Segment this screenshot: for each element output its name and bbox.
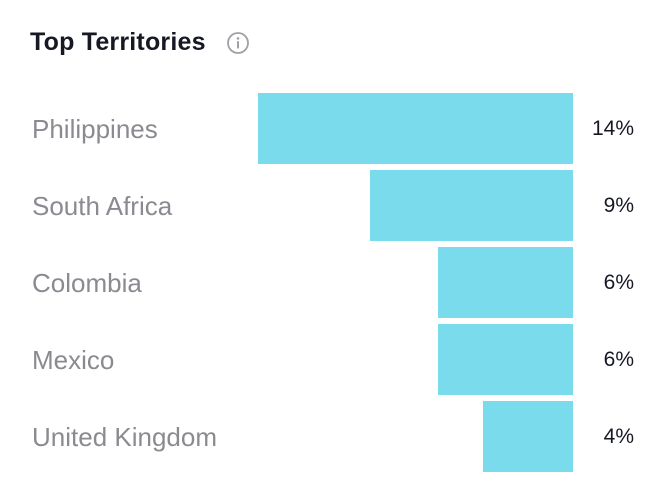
- category-label: Colombia: [32, 268, 142, 298]
- bar-row: Mexico 6%: [0, 324, 664, 396]
- info-circle-icon-graphic: [226, 32, 249, 54]
- bar-row: Colombia 6%: [0, 247, 664, 319]
- value-label: 4%: [603, 425, 634, 448]
- card-title: Top Territories: [30, 27, 206, 56]
- card-header: Top Territories: [30, 24, 250, 60]
- bar-row: United Kingdom 4%: [0, 401, 664, 473]
- category-label: Philippines: [32, 114, 158, 144]
- value-label: 6%: [603, 271, 634, 294]
- bar[interactable]: [438, 324, 573, 395]
- info-circle-icon[interactable]: [226, 31, 250, 55]
- category-label: Mexico: [32, 345, 115, 375]
- category-label: United Kingdom: [32, 422, 217, 452]
- bar[interactable]: [370, 170, 573, 241]
- category-label: South Africa: [32, 191, 173, 221]
- bar[interactable]: [438, 247, 573, 318]
- value-label: 6%: [603, 348, 634, 371]
- bar-row: Philippines 14%: [0, 93, 664, 165]
- bar[interactable]: [258, 93, 573, 164]
- bar-row: South Africa 9%: [0, 170, 664, 242]
- bar[interactable]: [483, 401, 573, 472]
- value-label: 14%: [591, 117, 634, 140]
- value-label: 9%: [603, 194, 634, 217]
